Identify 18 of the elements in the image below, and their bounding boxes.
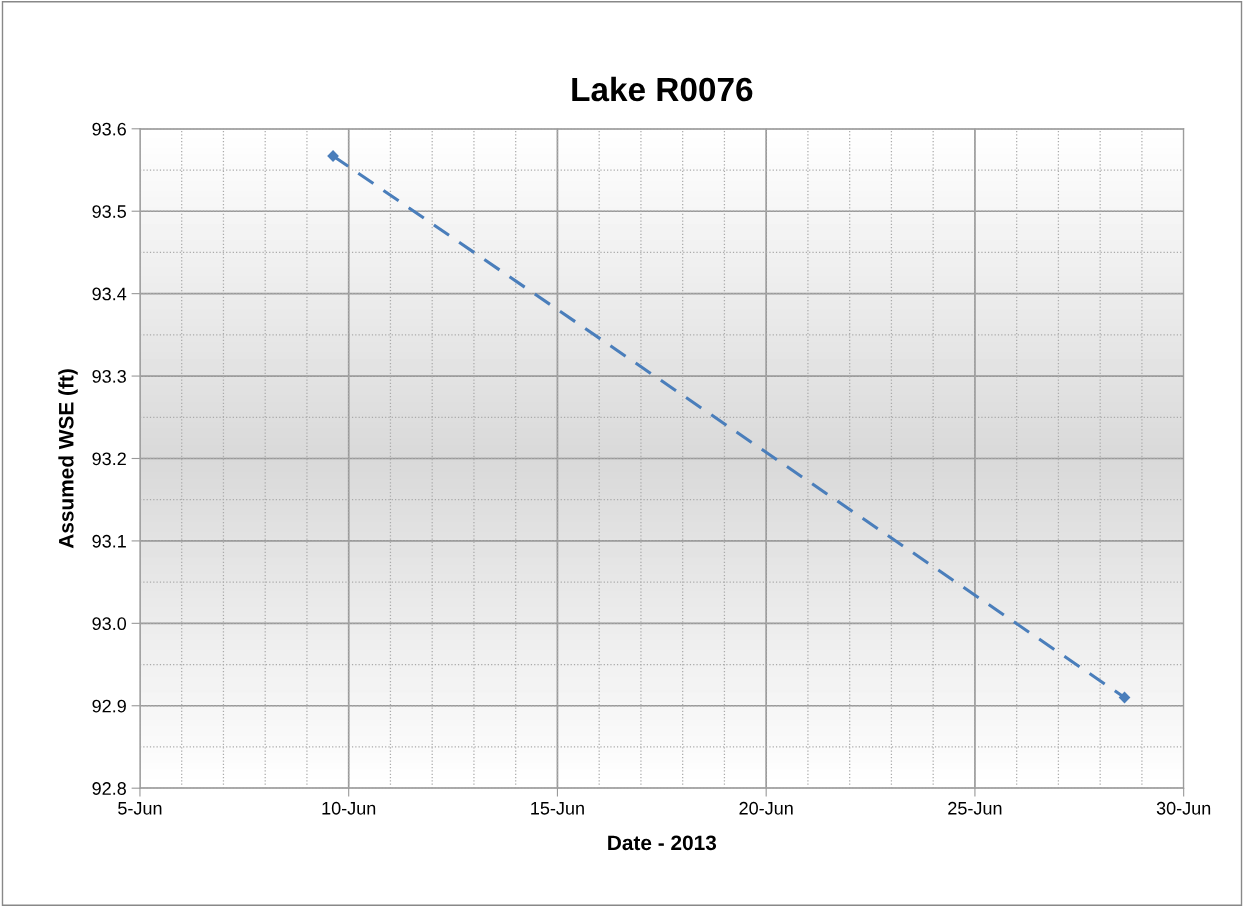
y-tick-label: 93.2 [92, 452, 126, 466]
chart-title: Lake R0076 [572, 76, 753, 102]
y-axis-title: Assumed WSE (ft) [58, 369, 78, 549]
x-tick-label: 5-Jun [118, 802, 162, 815]
x-tick-label: 20-Jun [739, 801, 793, 815]
x-axis-title: Date - 2013 [608, 835, 717, 851]
y-tick-label: 92.8 [92, 782, 126, 795]
y-tick-label: 93.0 [92, 617, 127, 631]
y-tick-label: 93.4 [92, 287, 127, 301]
y-tick-label: 93.5 [92, 205, 126, 218]
y-tick-label: 92.9 [92, 699, 126, 713]
x-tick-label: 15-Jun [531, 802, 584, 815]
x-tick-label: 30-Jun [1156, 801, 1211, 815]
y-tick-label: 93.3 [92, 370, 126, 383]
y-tick-label: 93.1 [92, 534, 126, 548]
x-tick-label: 25-Jun [948, 801, 1002, 815]
x-tick-label: 10-Jun [322, 801, 376, 815]
y-tick-label: 93.6 [92, 122, 126, 136]
